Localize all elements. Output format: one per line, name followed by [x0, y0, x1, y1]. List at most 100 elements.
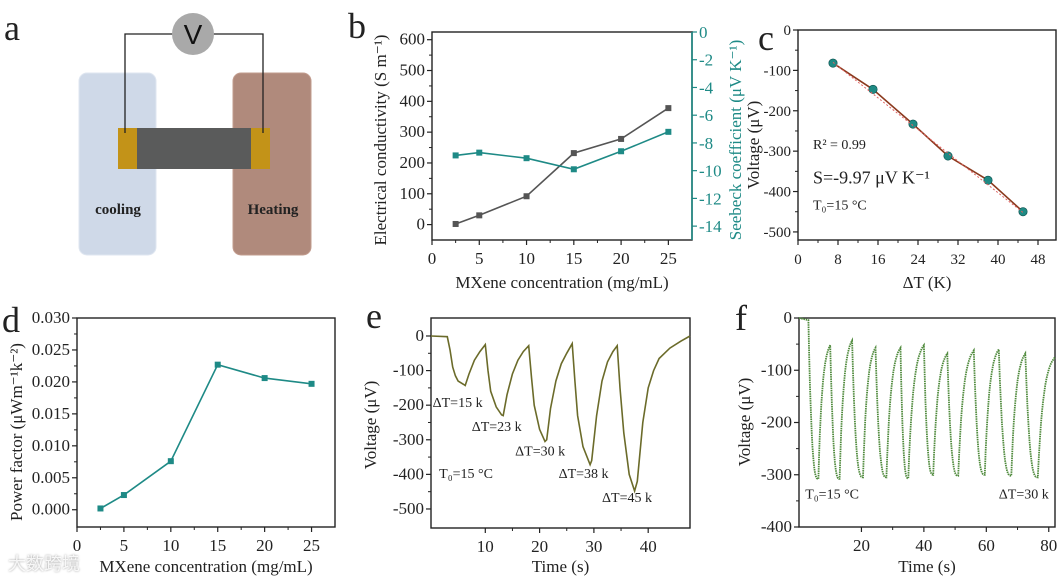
y2-tick-label: -8 [699, 134, 713, 153]
x-axis-title: Time (s) [898, 557, 955, 576]
y2-tick-label: -4 [699, 78, 714, 97]
y-tick-label: 0 [784, 308, 793, 327]
plot-frame [76, 317, 336, 528]
y-axis-title: Voltage (μV) [735, 378, 754, 467]
data-point [908, 119, 918, 129]
y-tick-label: 0.015 [32, 404, 70, 423]
y-tick-label: 0 [417, 215, 426, 234]
y2-tick-label: -2 [699, 51, 713, 70]
annotation: ΔT=15 k [433, 396, 483, 411]
y-tick-label: -300 [393, 430, 424, 449]
data-point [1018, 207, 1028, 217]
right-electrode [251, 128, 270, 169]
chart-panel-c: 0 8 16 24 32 40 48 0 -100 -200 -300 -400 -500 ΔT (K) V… [744, 23, 1057, 292]
data-point [570, 166, 577, 173]
plot-frame [430, 317, 691, 529]
x-tick-label: 40 [640, 537, 657, 556]
data-point [214, 361, 221, 368]
annotation: T₀=15 °C [805, 487, 859, 502]
y-tick-label: 500 [400, 61, 426, 80]
y-axis-title: Electrical conductivity (S m⁻¹) [371, 35, 390, 246]
voltmeter-icon [172, 13, 214, 55]
panel-label-e: e [366, 296, 382, 336]
left-electrode [118, 128, 137, 169]
x-tick-label: 30 [585, 537, 602, 556]
x-tick-label: 80 [1040, 536, 1057, 555]
annotation: T₀=15 °C [439, 467, 493, 482]
annotation: ΔT=30 k [515, 444, 565, 459]
plot-frame [431, 31, 693, 241]
x-axis-title: MXene concentration (mg/mL) [455, 273, 668, 292]
x-tick-label: 15 [565, 249, 582, 268]
mxene-film [118, 128, 270, 169]
y-tick-label: -500 [764, 225, 792, 241]
data-point [618, 148, 625, 155]
right-wire [213, 33, 264, 133]
y-tick-label: -400 [764, 185, 792, 201]
panel-label-c: c [758, 18, 774, 58]
y-tick-label: -100 [764, 63, 792, 79]
y-tick-label: 0.030 [32, 308, 70, 327]
series-line-b-0 [455, 107, 669, 225]
panel-a-diagram: V cooling Heating [78, 13, 312, 256]
y-tick-label: 300 [400, 122, 426, 141]
data-point [983, 175, 993, 185]
data-point [868, 84, 878, 94]
series-line-d-0 [100, 363, 312, 510]
annotation: T₀=15 °C [813, 199, 867, 214]
data-point [308, 380, 315, 387]
x-tick-label: 20 [256, 536, 273, 555]
data-point [665, 105, 672, 112]
chart-panel-b: 0 5 10 15 20 25 0 100 200 300 400 500 600 0 -2 -4 -6 -8 -1… [371, 23, 745, 292]
x-tick-label: 0 [428, 249, 437, 268]
x-tick-label: 25 [303, 536, 320, 555]
data-point [523, 193, 530, 200]
x-tick-label: 24 [911, 252, 927, 268]
y2-tick-label: -6 [699, 106, 713, 125]
y-tick-label: -200 [764, 104, 792, 120]
annotation: ΔT=45 k [602, 491, 652, 506]
y-tick-label: -400 [393, 464, 424, 483]
cooling-label: cooling [95, 202, 141, 218]
panel-label-d: d [2, 300, 20, 340]
y-tick-label: 200 [400, 153, 426, 172]
y-tick-label: -200 [393, 395, 424, 414]
x-tick-label: 48 [1031, 252, 1046, 268]
y-tick-label: 0 [784, 23, 792, 39]
x-tick-label: 0 [73, 536, 82, 555]
annotation: ΔT=38 k [559, 467, 609, 482]
x-axis-title: MXene concentration (mg/mL) [99, 557, 312, 576]
chart-panel-e: 10 20 30 40 0 -100 -200 -300 -400 -500 Time (s) Vol… [361, 317, 691, 576]
data-point [97, 505, 104, 512]
y-tick-label: 0.020 [32, 372, 70, 391]
x-tick-label: 40 [915, 536, 932, 555]
x-tick-label: 8 [834, 252, 842, 268]
series-line-b-1 [455, 131, 669, 171]
data-point [665, 128, 672, 135]
x-tick-label: 5 [120, 536, 129, 555]
data-point [476, 149, 483, 156]
data-point [167, 458, 174, 465]
data-point [452, 220, 459, 227]
data-point [261, 375, 268, 382]
y-tick-label: 100 [400, 184, 426, 203]
y-tick-label: -300 [764, 144, 792, 160]
y-axis-title: Voltage (μV) [744, 101, 763, 190]
plot-frame [798, 317, 1056, 528]
y-tick-label: -300 [761, 465, 792, 484]
data-point [943, 151, 953, 161]
x-tick-label: 10 [162, 536, 179, 555]
chart-panel-f: 20 40 60 80 0 -100 -200 -300 -400 Time (s) Voltage… [735, 308, 1057, 576]
series-line-c-1 [832, 61, 1024, 213]
y-tick-label: -100 [761, 360, 792, 379]
x-axis-title: Time (s) [532, 557, 589, 576]
x-tick-label: 10 [518, 249, 535, 268]
y-tick-label: 0 [416, 326, 425, 345]
panel-label-f: f [735, 298, 747, 338]
heating-label: Heating [248, 202, 299, 218]
y2-tick-label: -14 [699, 217, 722, 236]
data-point [120, 492, 127, 499]
y-tick-label: 0.010 [32, 436, 70, 455]
y-tick-label: 0.005 [32, 468, 70, 487]
y2-tick-label: 0 [699, 23, 708, 42]
